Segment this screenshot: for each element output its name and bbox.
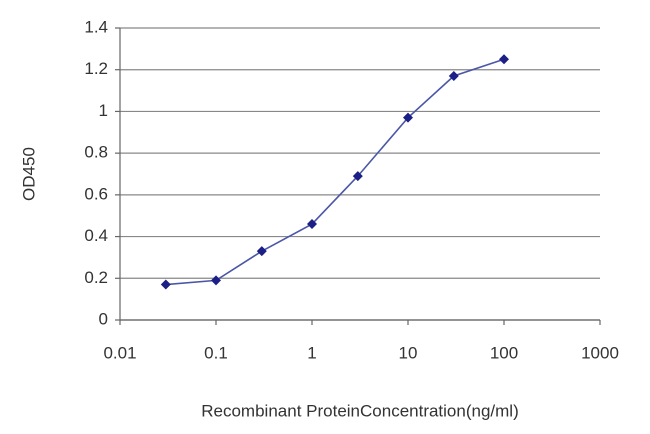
- data-point: [448, 70, 459, 81]
- y-tick-label: 0.6: [84, 184, 108, 203]
- data-point: [211, 275, 221, 286]
- x-tick-label: 0.01: [103, 343, 136, 362]
- y-tick-label: 0: [99, 309, 108, 328]
- series-line: [165, 58, 505, 286]
- x-tick-label: 1: [307, 343, 316, 362]
- x-tick-label: 10: [399, 343, 418, 362]
- data-point: [160, 279, 171, 290]
- data-point: [307, 219, 317, 230]
- y-tick-label: 1.2: [84, 59, 108, 78]
- y-tick-label: 0.4: [84, 226, 108, 245]
- y-tick-label: 1.4: [84, 17, 108, 36]
- x-tick-label: 1000: [581, 343, 619, 362]
- data-point: [403, 112, 413, 123]
- x-tick-label: 100: [490, 343, 518, 362]
- y-axis-label: OD450: [19, 147, 38, 201]
- data-point: [256, 246, 267, 257]
- data-point: [499, 54, 509, 65]
- y-tick-label: 0.2: [84, 268, 108, 287]
- data-point: [352, 171, 363, 182]
- x-tick-label: 0.1: [204, 343, 228, 362]
- y-tick-label: 0.8: [84, 143, 108, 162]
- y-tick-label: 1: [99, 101, 108, 120]
- x-axis-label: Recombinant ProteinConcentration(ng/ml): [201, 401, 519, 420]
